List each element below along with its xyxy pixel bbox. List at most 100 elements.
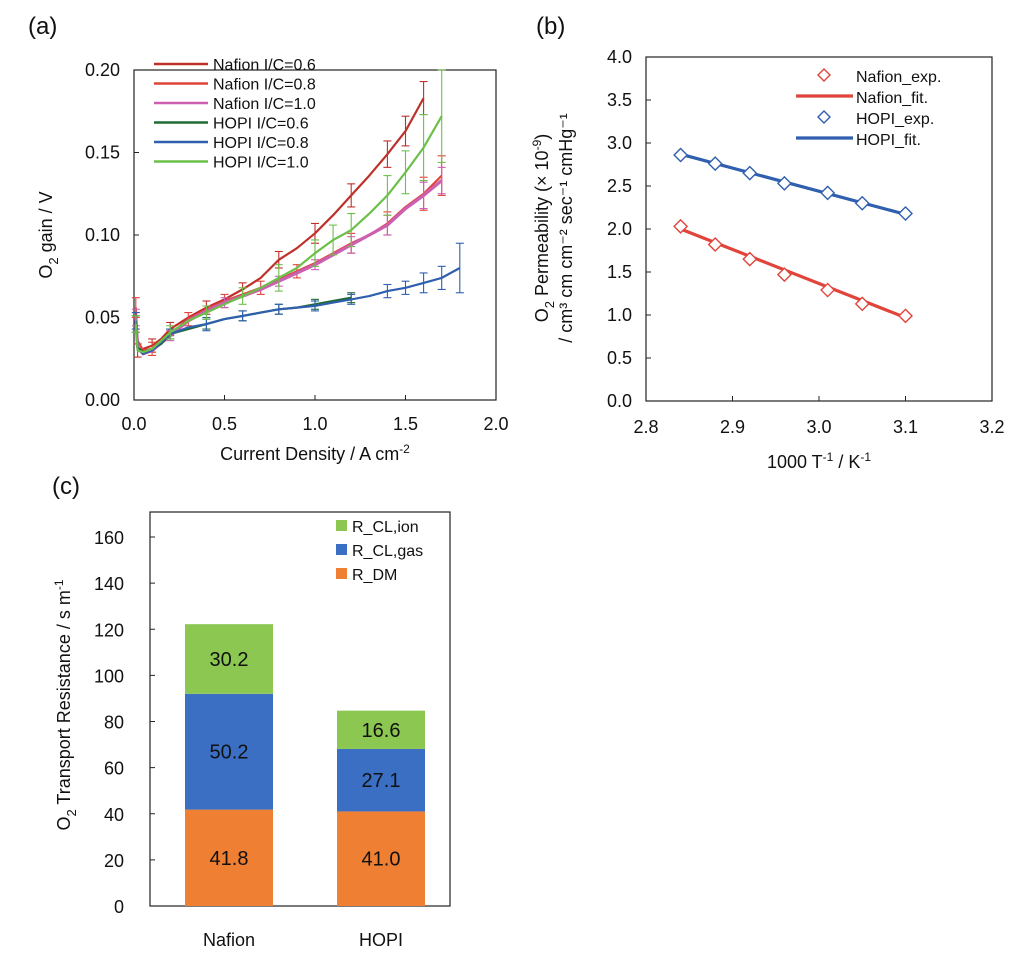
chart-c-bar-label: 16.6 [362, 720, 401, 742]
chart-b-xtick-label: 2.8 [633, 417, 658, 437]
chart-a-series-line [134, 179, 443, 356]
chart-b-marker [742, 251, 758, 267]
chart-c-bar-label: 50.2 [210, 742, 249, 764]
chart-b-legend-label: Nafion_exp. [856, 69, 941, 86]
chart-b-marker [854, 296, 870, 312]
chart-c-legend-label: R_CL,gas [352, 543, 423, 560]
chart-c-ylabel: O2 Transport Resistance / s m-1 [52, 579, 79, 830]
chart-c-ytick-label: 40 [104, 805, 124, 825]
chart-a-series-line [137, 97, 425, 352]
chart-a-xtick-label: 1.0 [302, 414, 327, 434]
chart-c-bar-segment [185, 809, 273, 906]
chart-c-ytick-label: 120 [94, 620, 124, 640]
chart-c-ytick-label: 140 [94, 574, 124, 594]
panel-b-label: (b) [536, 13, 565, 40]
chart-b-ytick-label: 0.5 [607, 348, 632, 368]
chart-b-ticks: 2.8 2.9 3.0 3.1 3.2 0.0 0.5 1.0 1.5 2.0 2.5 3.0 3.5 4… [607, 47, 1005, 437]
chart-b-legend-label: Nafion_fit. [856, 90, 928, 107]
chart-b-legend-label: HOPI_exp. [856, 111, 934, 128]
chart-c-category-label: Nafion [203, 930, 255, 950]
chart-b-markers-2 [673, 147, 913, 222]
chart-b-ytick-label: 4.0 [607, 47, 632, 67]
chart-c-bar-label: 27.1 [362, 770, 401, 792]
chart-b-ytick-label: 0.0 [607, 391, 632, 411]
chart-a-ytick-label: 0.15 [85, 143, 120, 163]
chart-a-legend-label: HOPI I/C=1.0 [213, 155, 309, 172]
chart-c-ticks: 0 20 40 60 80 100 120 140 160 Nafion HOPI [94, 528, 403, 950]
chart-c-ytick-label: 160 [94, 528, 124, 548]
chart-c: 0 20 40 60 80 100 120 140 160 Nafion HOPI 41.8 50.2… [52, 511, 451, 950]
chart-b-ylabel-line2: / cm³ cm cm⁻² sec⁻¹ cmHg⁻¹ [556, 113, 576, 342]
chart-b-legend-marker [817, 110, 831, 124]
chart-c-legend-swatch [336, 544, 347, 555]
chart-c-bars: 41.8 50.2 30.2 41.0 27.1 16.6 [185, 624, 425, 906]
chart-c-legend-label: R_DM [352, 567, 397, 584]
chart-a-series-1 [131, 155, 446, 357]
chart-b-marker [776, 175, 792, 191]
chart-b-ytick-label: 1.0 [607, 305, 632, 325]
chart-c-ytick-label: 0 [114, 897, 124, 917]
chart-c-bar-segment [185, 693, 273, 810]
chart-b-marker [707, 236, 723, 252]
chart-a-series-5 [131, 69, 446, 354]
chart-c-legend: R_CL,ion R_CL,gas R_DM [336, 519, 423, 584]
chart-b-marker [776, 267, 792, 283]
chart-b-legend-marker [817, 68, 831, 82]
chart-a-series-3 [131, 292, 356, 354]
chart-b-xlabel: 1000 T-1 / K-1 [767, 450, 871, 472]
chart-c-bar-label: 41.0 [362, 849, 401, 871]
chart-b-marker [673, 147, 689, 163]
chart-b-markers-0 [673, 218, 913, 324]
chart-b-marker [820, 282, 836, 298]
chart-c-ytick-label: 80 [104, 713, 124, 733]
chart-b-ytick-label: 3.5 [607, 90, 632, 110]
chart-a-xtick-label: 2.0 [483, 414, 508, 434]
chart-b: 2.8 2.9 3.0 3.1 3.2 0.0 0.5 1.0 1.5 2.0 2.5 3.0 3.5 4… [530, 47, 1005, 472]
chart-a-xtick-label: 0.0 [121, 414, 146, 434]
chart-a-legend-label: HOPI I/C=0.8 [213, 135, 309, 152]
chart-b-ytick-label: 3.0 [607, 133, 632, 153]
chart-b-marker [673, 218, 689, 234]
chart-c-ytick-label: 100 [94, 666, 124, 686]
chart-c-bar-segment [185, 624, 273, 694]
chart-b-ylabel-line1: O2 Permeability (× 10-9) [530, 134, 557, 323]
chart-c-ytick-label: 20 [104, 851, 124, 871]
chart-b-legend: Nafion_exp. Nafion_fit. HOPI_exp. HOPI_fit. [796, 68, 941, 149]
chart-a-series-4 [131, 242, 464, 355]
chart-a-xtick-label: 1.5 [393, 414, 418, 434]
chart-c-legend-swatch [336, 568, 347, 579]
chart-b-ytick-label: 1.5 [607, 262, 632, 282]
chart-a-ytick-label: 0.20 [85, 60, 120, 80]
chart-a-legend-label: Nafion I/C=0.6 [213, 57, 316, 74]
chart-a-xlabel: Current Density / A cm-2 [220, 442, 410, 464]
chart-c-bar-segment [337, 710, 425, 749]
chart-b-xtick-label: 3.1 [893, 417, 918, 437]
chart-b-marker [898, 206, 913, 222]
chart-a: 0.0 0.5 1.0 1.5 2.0 0.00 0.05 0.10 0.15 0.20 Nafi… [36, 57, 509, 464]
chart-a-series-line [134, 267, 461, 355]
panel-a-label: (a) [28, 13, 57, 40]
chart-b-xtick-label: 2.9 [720, 417, 745, 437]
panel-c-label: (c) [52, 473, 80, 500]
chart-a-legend-label: Nafion I/C=1.0 [213, 96, 316, 113]
chart-b-marker [854, 195, 870, 211]
chart-b-xtick-label: 3.0 [806, 417, 831, 437]
chart-c-bar-label: 30.2 [210, 649, 249, 671]
chart-b-marker [898, 308, 913, 324]
chart-c-frame [149, 511, 451, 907]
chart-c-legend-label: R_CL,ion [352, 519, 419, 536]
chart-a-legend-label: Nafion I/C=0.8 [213, 77, 316, 94]
chart-b-marker [707, 156, 723, 172]
chart-a-series-line [134, 115, 443, 354]
chart-b-ytick-label: 2.0 [607, 219, 632, 239]
chart-a-legend-label: HOPI I/C=0.6 [213, 116, 309, 133]
chart-a-series [131, 69, 464, 358]
chart-a-ytick-label: 0.10 [85, 225, 120, 245]
chart-b-series [673, 147, 913, 324]
chart-c-bar-segment [337, 748, 425, 812]
chart-a-ytick-label: 0.05 [85, 308, 120, 328]
chart-b-ytick-label: 2.5 [607, 176, 632, 196]
chart-a-xtick-label: 0.5 [212, 414, 237, 434]
chart-b-marker [742, 165, 758, 181]
